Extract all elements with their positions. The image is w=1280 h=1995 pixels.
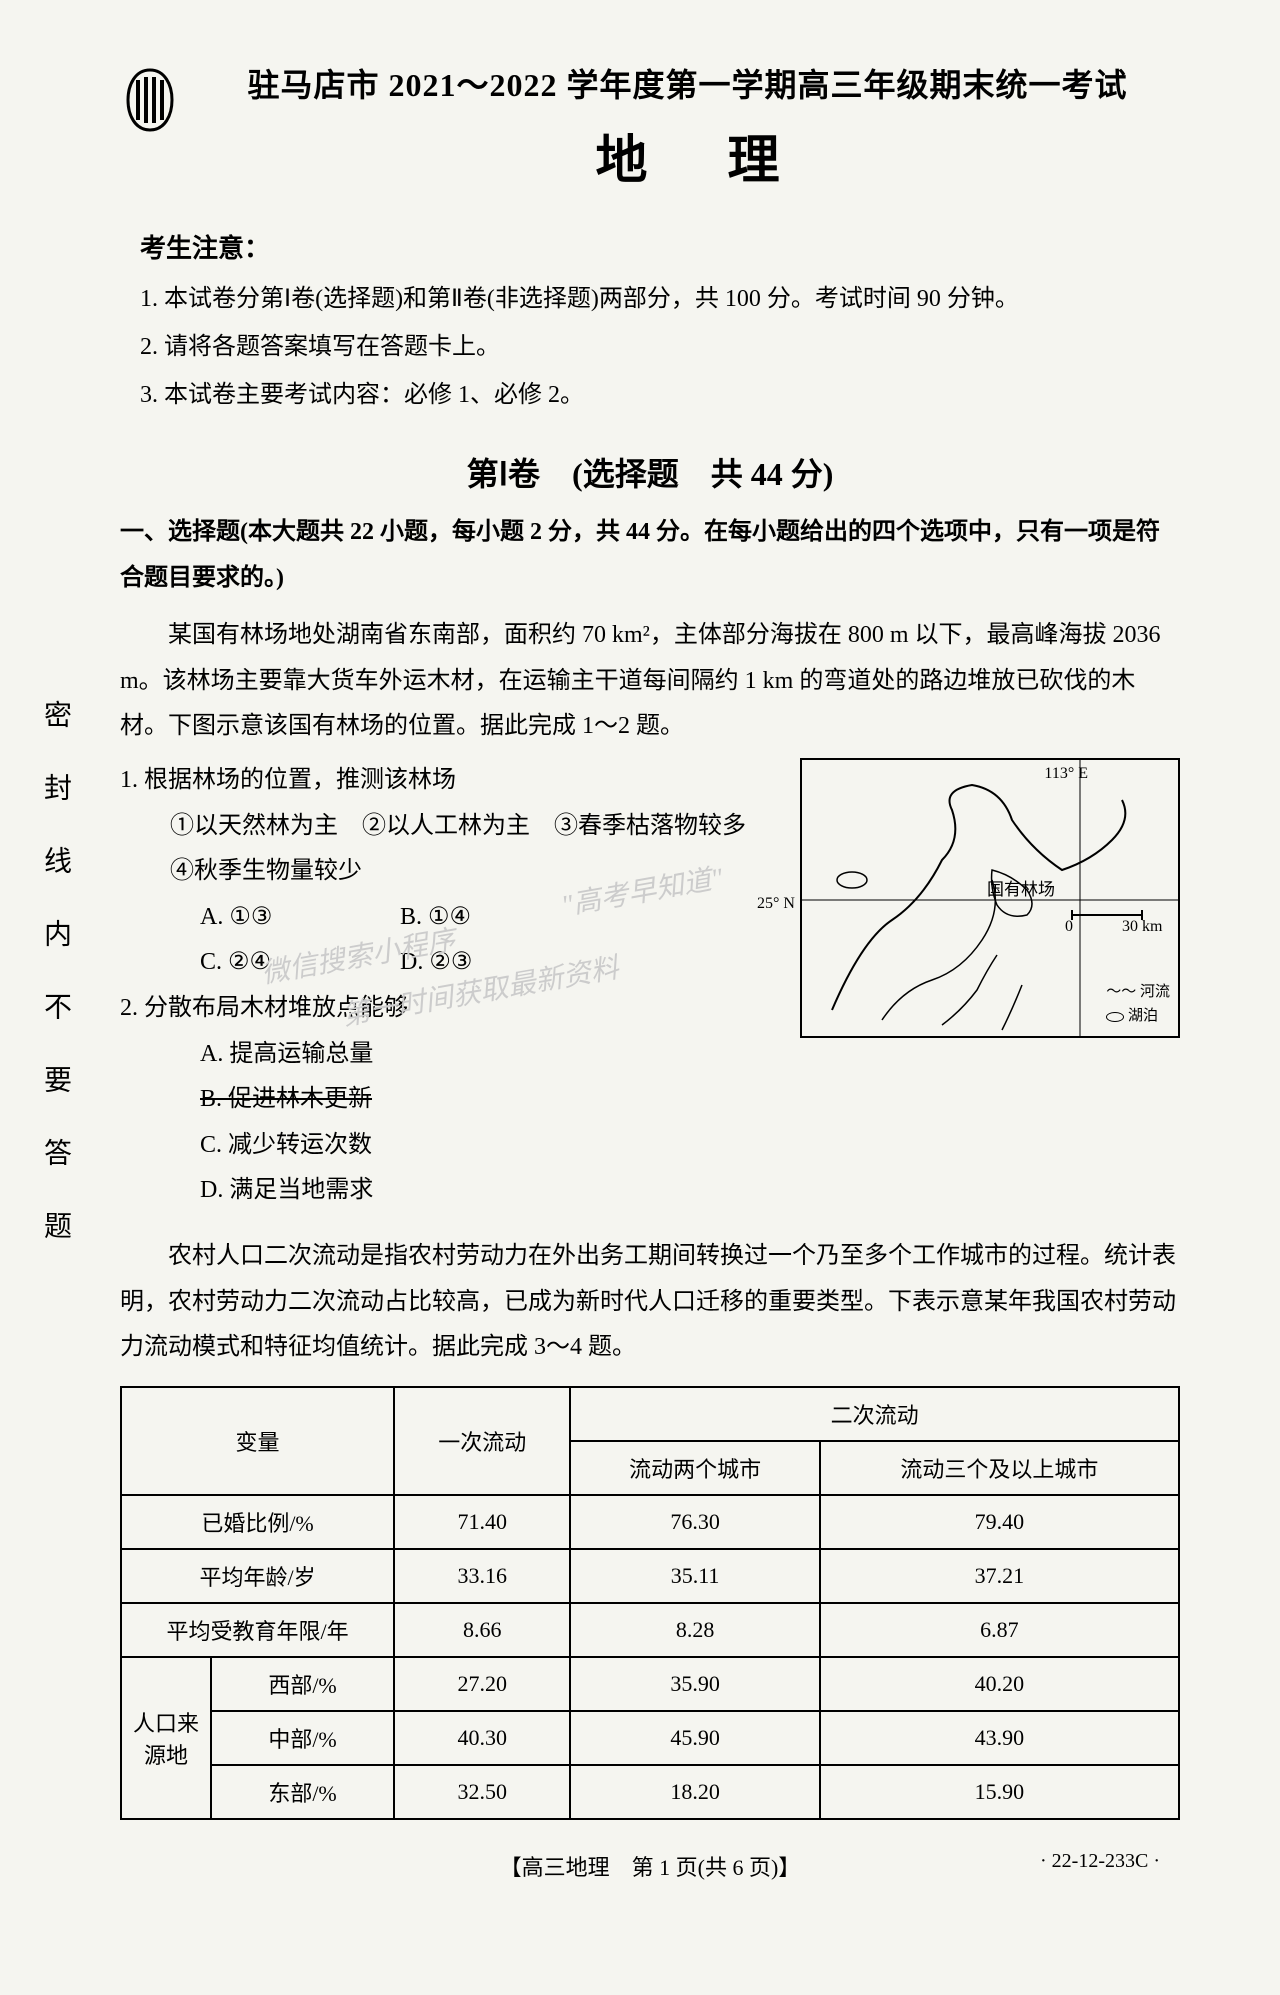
q1-option-b: B. ①④ — [400, 895, 600, 941]
th-once: 一次流动 — [394, 1387, 570, 1495]
cell: 79.40 — [820, 1495, 1179, 1549]
binding-margin-text: 密封线内不要答题 — [35, 700, 75, 1284]
title-block: 驻马店市 2021～2022 学年度第一学期高三年级期末统一考试 地理 — [195, 60, 1180, 193]
cell: 40.30 — [394, 1711, 570, 1765]
section-title: 第Ⅰ卷 (选择题 共 44 分) — [120, 449, 1180, 495]
q1-option-d: D. ②③ — [400, 940, 600, 986]
cell: 35.90 — [570, 1657, 819, 1711]
notice-item: 2. 请将各题答案填写在答题卡上。 — [140, 323, 1180, 371]
map-lon-label: 113° E — [1044, 765, 1088, 783]
q1-stem: 1. 根据林场的位置，推测该林场 — [120, 758, 785, 804]
cell: 37.21 — [820, 1549, 1179, 1603]
origin-group-label: 人口来源地 — [121, 1657, 211, 1819]
map-scale-30: 30 km — [1122, 918, 1162, 936]
table-row: 人口来源地 西部/% 27.20 35.90 40.20 — [121, 1657, 1179, 1711]
q2-option-d: D. 满足当地需求 — [120, 1168, 785, 1214]
notice-header: 考生注意： — [140, 223, 1180, 275]
mcq-instruction: 一、选择题(本大题共 22 小题，每小题 2 分，共 44 分。在每小题给出的四… — [120, 510, 1180, 601]
table-row: 东部/% 32.50 18.20 15.90 — [121, 1765, 1179, 1819]
map-scale-0: 0 — [1065, 918, 1073, 936]
footer-page: 【高三地理 第 1 页(共 6 页)】 — [500, 1855, 801, 1880]
table-header-row: 变量 一次流动 二次流动 — [121, 1387, 1179, 1441]
table-row: 已婚比例/% 71.40 76.30 79.40 — [121, 1495, 1179, 1549]
cell: 71.40 — [394, 1495, 570, 1549]
notice-block: 考生注意： 1. 本试卷分第Ⅰ卷(选择题)和第Ⅱ卷(非选择题)两部分，共 100… — [140, 223, 1180, 419]
subject-title: 地理 — [195, 118, 1180, 193]
logo-icon — [120, 65, 180, 135]
footer: 【高三地理 第 1 页(共 6 页)】 · 22-12-233C · — [120, 1850, 1180, 1882]
passage-1: 某国有林场地处湖南省东南部，面积约 70 km²，主体部分海拔在 800 m 以… — [120, 613, 1180, 750]
cell: 8.28 — [570, 1603, 819, 1657]
map-forest-label: 国有林场 — [987, 875, 1055, 900]
cell: 76.30 — [570, 1495, 819, 1549]
row-label: 中部/% — [211, 1711, 394, 1765]
cell: 32.50 — [394, 1765, 570, 1819]
notice-item: 3. 本试卷主要考试内容：必修 1、必修 2。 — [140, 371, 1180, 419]
q2-option-c: C. 减少转运次数 — [120, 1123, 785, 1169]
legend-river: 河流 — [1140, 984, 1170, 1000]
map-lat-label: 25° N — [757, 895, 795, 913]
cell: 27.20 — [394, 1657, 570, 1711]
cell: 6.87 — [820, 1603, 1179, 1657]
question-block-1-2: 1. 根据林场的位置，推测该林场 ①以天然林为主 ②以人工林为主 ③春季枯落物较… — [120, 758, 1180, 1214]
row-label: 东部/% — [211, 1765, 394, 1819]
cell: 15.90 — [820, 1765, 1179, 1819]
exam-title: 驻马店市 2021～2022 学年度第一学期高三年级期末统一考试 — [195, 60, 1180, 106]
cell: 18.20 — [570, 1765, 819, 1819]
row-label: 西部/% — [211, 1657, 394, 1711]
map-legend: ～～ 河流 湖泊 — [1106, 979, 1170, 1028]
cell: 40.20 — [820, 1657, 1179, 1711]
notice-item: 1. 本试卷分第Ⅰ卷(选择题)和第Ⅱ卷(非选择题)两部分，共 100 分。考试时… — [140, 275, 1180, 323]
map-figure: 113° E 25° N 国有林场 0 30 km ～～ 河流 湖泊 — [800, 758, 1180, 1038]
table-row: 平均年龄/岁 33.16 35.11 37.21 — [121, 1549, 1179, 1603]
footer-code: · 22-12-233C · — [1040, 1850, 1160, 1873]
row-label: 平均受教育年限/年 — [121, 1603, 394, 1657]
th-two-cities: 流动两个城市 — [570, 1441, 819, 1495]
legend-lake: 湖泊 — [1128, 1008, 1158, 1024]
cell: 33.16 — [394, 1549, 570, 1603]
q1-option-c: C. ②④ — [200, 940, 400, 986]
row-label: 平均年龄/岁 — [121, 1549, 394, 1603]
passage-2: 农村人口二次流动是指农村劳动力在外出务工期间转换过一个乃至多个工作城市的过程。统… — [120, 1234, 1180, 1371]
cell: 8.66 — [394, 1603, 570, 1657]
q1-option-a: A. ①③ — [200, 895, 400, 941]
q2-option-a: A. 提高运输总量 — [120, 1032, 785, 1078]
cell: 43.90 — [820, 1711, 1179, 1765]
q2-stem: 2. 分散布局木材堆放点能够 — [120, 986, 785, 1032]
header: 驻马店市 2021～2022 学年度第一学期高三年级期末统一考试 地理 — [120, 60, 1180, 193]
cell: 35.11 — [570, 1549, 819, 1603]
th-twice-group: 二次流动 — [570, 1387, 1179, 1441]
table-row: 平均受教育年限/年 8.66 8.28 6.87 — [121, 1603, 1179, 1657]
q2-option-b: B. 促进林木更新 — [200, 1086, 372, 1112]
th-variable: 变量 — [121, 1387, 394, 1495]
row-label: 已婚比例/% — [121, 1495, 394, 1549]
table-row: 中部/% 40.30 45.90 43.90 — [121, 1711, 1179, 1765]
q1-sub-options: ①以天然林为主 ②以人工林为主 ③春季枯落物较多 ④秋季生物量较少 — [120, 804, 785, 895]
th-three-cities: 流动三个及以上城市 — [820, 1441, 1179, 1495]
cell: 45.90 — [570, 1711, 819, 1765]
data-table: 变量 一次流动 二次流动 流动两个城市 流动三个及以上城市 已婚比例/% 71.… — [120, 1386, 1180, 1820]
